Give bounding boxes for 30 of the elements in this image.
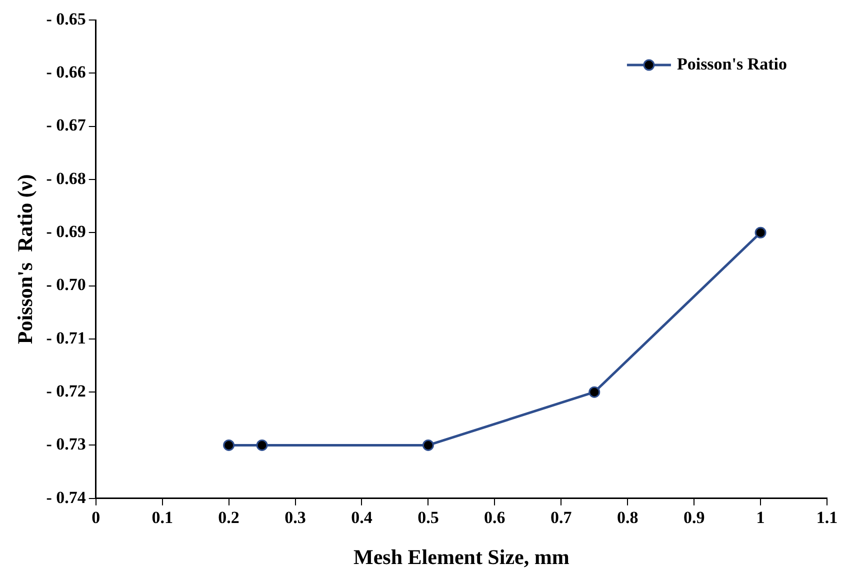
- x-tick-label: 0: [92, 508, 100, 527]
- x-tick-label: 0.9: [683, 508, 705, 527]
- x-tick-label: 0.3: [284, 508, 306, 527]
- x-tick-label: 1: [756, 508, 765, 527]
- y-tick-label: - 0.67: [46, 116, 86, 135]
- x-tick-label: 0.2: [218, 508, 240, 527]
- x-tick-label: 0.1: [152, 508, 173, 527]
- y-tick-label: - 0.69: [46, 222, 86, 242]
- y-tick-label: - 0.71: [46, 328, 86, 348]
- y-tick-label: - 0.68: [46, 168, 86, 188]
- x-tick-label: 0.5: [418, 508, 439, 527]
- x-tick-label: 0.7: [550, 508, 572, 527]
- x-tick-label: 0.8: [616, 508, 638, 527]
- point: [422, 439, 434, 451]
- point: [754, 226, 766, 238]
- y-tick-label: - 0.73: [46, 434, 86, 454]
- x-tick-label: 0.4: [351, 508, 373, 527]
- legend-label: Poisson's Ratio: [676, 54, 788, 74]
- x-tick-label: 0.6: [484, 508, 506, 527]
- x-tick-label: 1.1: [816, 508, 838, 527]
- x-axis-title: Mesh Element Size, mm: [354, 544, 570, 569]
- y-tick-label: - 0.72: [46, 381, 86, 400]
- y-tick-label: - 0.70: [46, 275, 86, 294]
- y-axis-title: Poisson's Ratio (ν): [13, 174, 38, 344]
- point: [256, 439, 268, 451]
- point: [588, 386, 600, 398]
- y-tick-label: - 0.66: [46, 62, 86, 82]
- y-tick-label: - 0.74: [46, 488, 86, 507]
- y-tick-label: - 0.65: [46, 9, 86, 28]
- point: [223, 439, 235, 451]
